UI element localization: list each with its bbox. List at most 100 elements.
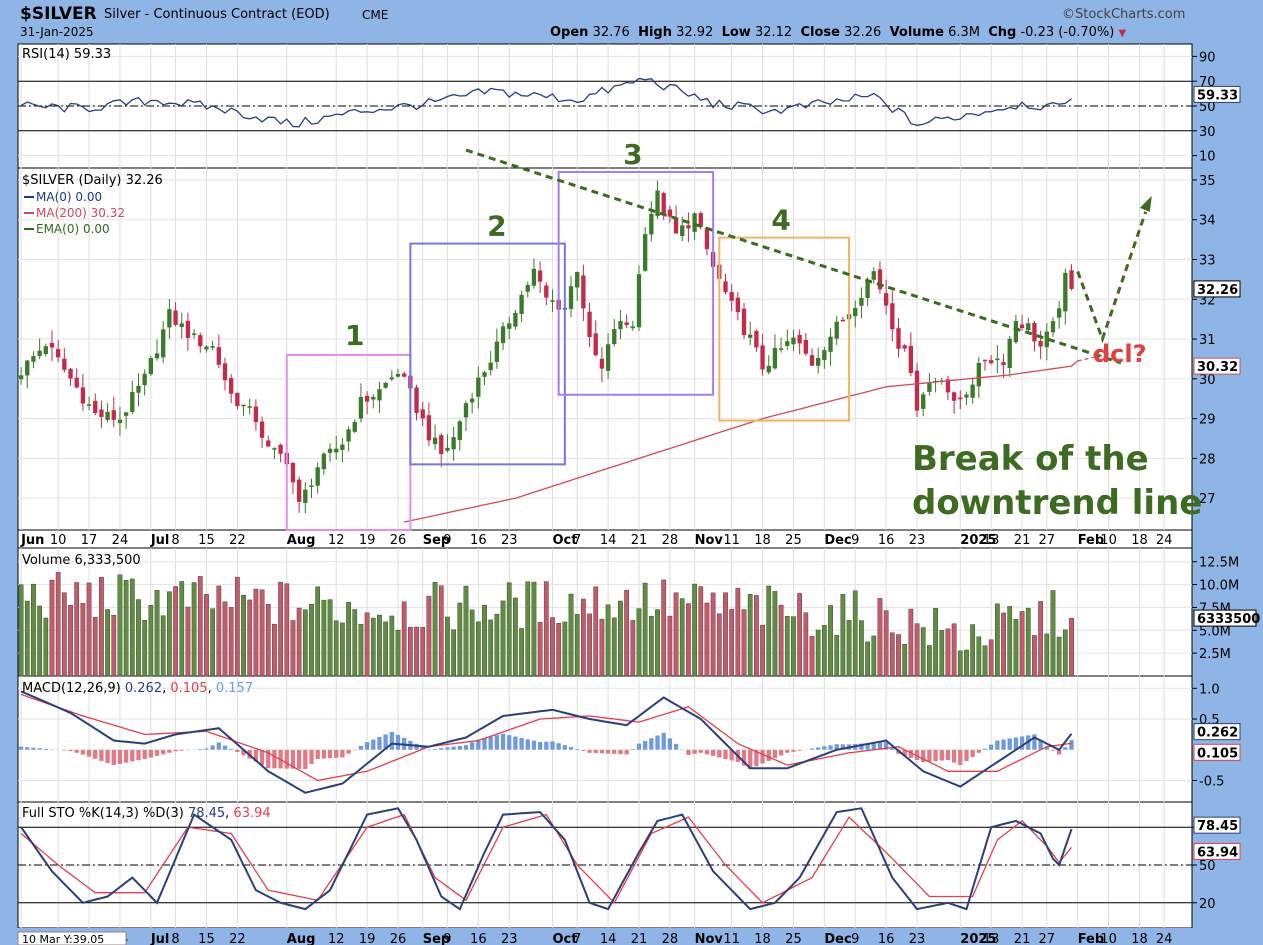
candle-body: [352, 421, 357, 432]
candle-body: [25, 360, 30, 376]
macd-hist-bar: [760, 749, 765, 764]
candle-body: [951, 392, 957, 401]
volume-bar: [821, 625, 827, 677]
rsi-tick-label: 90: [1199, 50, 1216, 65]
exchange: CME: [362, 8, 389, 22]
volume-bar: [778, 604, 784, 677]
macd-hist-bar: [1044, 746, 1049, 750]
macd-hist-bar: [643, 740, 648, 750]
volume-bar: [846, 620, 852, 677]
x-tick-label: 15: [198, 533, 215, 548]
volume-bar: [358, 623, 364, 677]
macd-hist-bar: [593, 749, 598, 754]
candle-body: [531, 268, 537, 286]
macd-hist-bar: [1032, 734, 1037, 750]
volume-bar: [772, 591, 778, 677]
arrow-head-icon: [1139, 195, 1152, 212]
macd-hist-bar: [1038, 740, 1043, 750]
volume-value: 6.3M: [948, 25, 980, 40]
candle-body: [982, 359, 988, 362]
macd-hist-bar: [1007, 738, 1012, 750]
volume-bar: [648, 615, 654, 677]
candle-body: [519, 294, 524, 314]
candle-body: [469, 398, 475, 403]
candle-body: [599, 358, 605, 369]
macd-hist-bar: [469, 742, 475, 750]
volume-bar: [296, 607, 302, 677]
x-tick-label: Jul: [150, 533, 170, 548]
candle-body: [426, 415, 432, 441]
down-arrow-icon: ▼: [1118, 28, 1127, 39]
volume-bar: [828, 605, 833, 677]
macd-hist-bar: [822, 746, 827, 750]
volume-label: Volume: [889, 25, 944, 40]
macd-hist-bar: [457, 745, 462, 750]
sto-k-label: 78.45: [1197, 819, 1238, 834]
volume-bar: [605, 604, 611, 677]
candle-body: [692, 213, 697, 232]
candle-body: [785, 341, 790, 346]
candle-body: [575, 271, 580, 288]
macd-hist-bar: [976, 749, 981, 753]
volume-bar: [920, 627, 926, 677]
candle-body: [93, 400, 98, 414]
candle-body: [698, 213, 703, 227]
candle-body: [191, 333, 197, 335]
macd-hist-bar: [927, 749, 932, 762]
candle-body: [680, 225, 685, 237]
volume-bar: [704, 602, 710, 677]
macd-hist-bar: [513, 736, 518, 750]
ma200-value-label: 30.32: [1197, 360, 1238, 375]
candle-body: [686, 225, 691, 229]
candle-body: [80, 387, 86, 404]
candle-body: [272, 448, 277, 450]
candle-body: [62, 358, 67, 370]
volume-bar: [537, 622, 543, 677]
candle-body: [766, 365, 771, 373]
macd-hist-bar: [210, 745, 215, 750]
volume-bar: [74, 582, 80, 677]
stockcharts-credit[interactable]: ©StockCharts.com: [1062, 7, 1186, 22]
macd-legend-signal: 0.105: [170, 681, 207, 696]
macd-hist-bar: [62, 749, 67, 751]
candle-body: [432, 437, 438, 445]
volume-bar: [160, 615, 166, 677]
volume-bar: [593, 586, 599, 677]
sto-legend: Full STO %K(14,3) %D(3) 78.45, 63.94: [22, 806, 271, 821]
candle-body: [914, 370, 920, 411]
candle-body: [1044, 331, 1049, 348]
macd-hist-bar: [148, 749, 154, 758]
volume-bar: [1025, 607, 1031, 677]
macd-hist-bar: [797, 749, 802, 751]
macd-hist-bar: [754, 749, 759, 767]
candle-body: [649, 213, 654, 235]
macd-hist-bar: [136, 749, 141, 761]
price-tick-label: 30: [1199, 373, 1216, 388]
macd-hist-bar: [914, 749, 920, 760]
candle-body: [216, 347, 221, 365]
candle-body: [964, 394, 969, 398]
macd-hist-bar: [908, 749, 914, 758]
volume-bar: [290, 620, 296, 677]
x-tick-label-bottom: 13: [983, 932, 1000, 945]
volume-bar: [908, 608, 914, 677]
candle-body: [803, 339, 808, 354]
macd-hist-bar: [661, 732, 666, 750]
candle-body: [655, 190, 660, 216]
volume-bar: [784, 616, 790, 677]
volume-bar: [667, 615, 673, 677]
ma200-value-label-box: [1193, 357, 1241, 375]
volume-bar: [902, 644, 908, 677]
candle-body: [877, 269, 883, 290]
price-legend: $SILVER (Daily) 32.26: [22, 173, 163, 188]
volume-bar: [982, 645, 988, 677]
x-tick-label: 16: [878, 533, 895, 548]
x-tick-label: 9: [851, 533, 859, 548]
x-tick-label-bottom: 24: [1156, 932, 1173, 945]
volume-bar: [167, 591, 172, 677]
macd-hist-bar: [649, 738, 654, 750]
volume-bar: [111, 614, 117, 677]
volume-bar: [1001, 612, 1006, 677]
volume-bar: [686, 603, 691, 677]
candle-body: [525, 285, 530, 292]
